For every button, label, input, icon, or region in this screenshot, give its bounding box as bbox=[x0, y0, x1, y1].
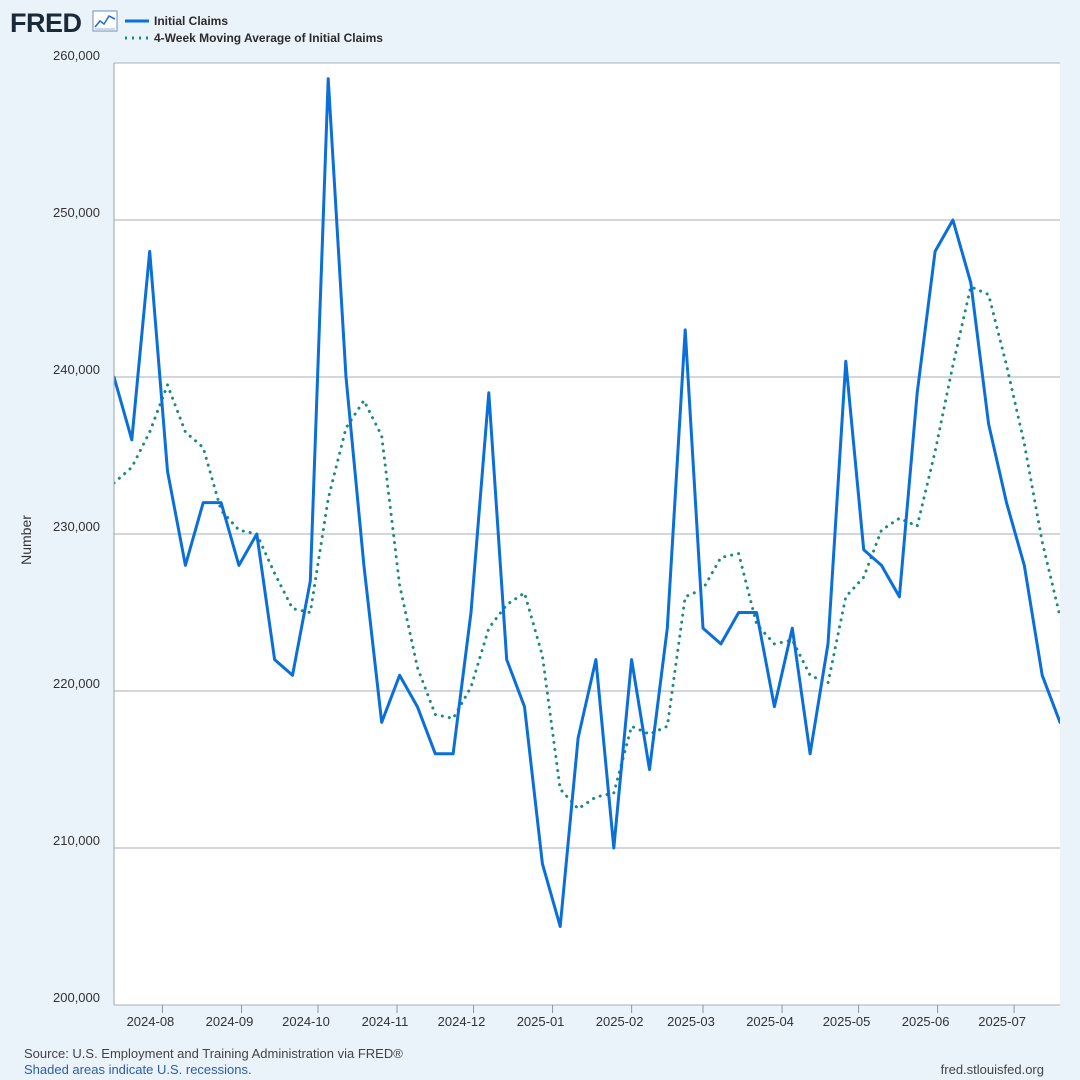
site-link[interactable]: fred.stlouisfed.org bbox=[940, 1062, 1044, 1077]
x-tick-label: 2025-02 bbox=[596, 1014, 644, 1029]
source-text: Source: U.S. Employment and Training Adm… bbox=[24, 1046, 403, 1061]
chart-header: FRED Initial Claims 4-Week Moving Averag… bbox=[8, 6, 708, 46]
x-tick-label: 2025-05 bbox=[823, 1014, 871, 1029]
y-tick-label: 240,000 bbox=[53, 362, 100, 377]
x-tick-label: 2025-03 bbox=[667, 1014, 715, 1029]
y-axis-label-text: Number bbox=[18, 515, 35, 565]
legend-item-initial-claims: Initial Claims bbox=[124, 13, 228, 29]
y-tick-label: 200,000 bbox=[53, 990, 100, 1005]
x-tick-label: 2025-04 bbox=[746, 1014, 794, 1029]
legend-item-moving-average: 4-Week Moving Average of Initial Claims bbox=[124, 30, 383, 46]
legend-label: 4-Week Moving Average of Initial Claims bbox=[154, 31, 383, 45]
line-chart: 200,000 210,000 220,000 230,000 240,000 250,0… bbox=[53, 48, 1060, 1029]
x-tick-label: 2024-11 bbox=[362, 1014, 409, 1029]
line-chart-icon bbox=[92, 10, 118, 32]
recession-note: Shaded areas indicate U.S. recessions. bbox=[24, 1062, 252, 1077]
gridlines bbox=[114, 62, 1060, 1006]
y-tick-label: 250,000 bbox=[53, 205, 100, 220]
y-tick-label: 210,000 bbox=[53, 833, 100, 848]
x-tick-label: 2024-08 bbox=[127, 1014, 175, 1029]
y-axis-label: Number bbox=[6, 500, 46, 580]
series-line-moving-average bbox=[114, 285, 1060, 811]
fred-logo[interactable]: FRED bbox=[10, 8, 82, 38]
y-axis-ticks: 200,000 210,000 220,000 230,000 240,000 250,0… bbox=[53, 48, 100, 1005]
x-tick-label: 2024-10 bbox=[282, 1014, 330, 1029]
y-tick-label: 230,000 bbox=[53, 519, 100, 534]
x-tick-label: 2025-01 bbox=[517, 1014, 565, 1029]
x-tick-label: 2024-09 bbox=[206, 1014, 254, 1029]
x-axis-ticks: 2024-08 2024-09 2024-10 2024-11 2024-12 2025-… bbox=[127, 1005, 1026, 1029]
y-tick-label: 260,000 bbox=[53, 48, 100, 63]
x-tick-label: 2025-07 bbox=[978, 1014, 1026, 1029]
series-lines bbox=[114, 77, 1060, 928]
x-tick-label: 2025-06 bbox=[902, 1014, 950, 1029]
series-group bbox=[114, 77, 1060, 928]
x-tick-label: 2024-12 bbox=[438, 1014, 486, 1029]
legend-swatch-solid bbox=[125, 19, 149, 23]
series-line-initial-claims bbox=[114, 77, 1060, 928]
y-tick-label: 220,000 bbox=[53, 676, 100, 691]
legend-label: Initial Claims bbox=[154, 14, 229, 28]
